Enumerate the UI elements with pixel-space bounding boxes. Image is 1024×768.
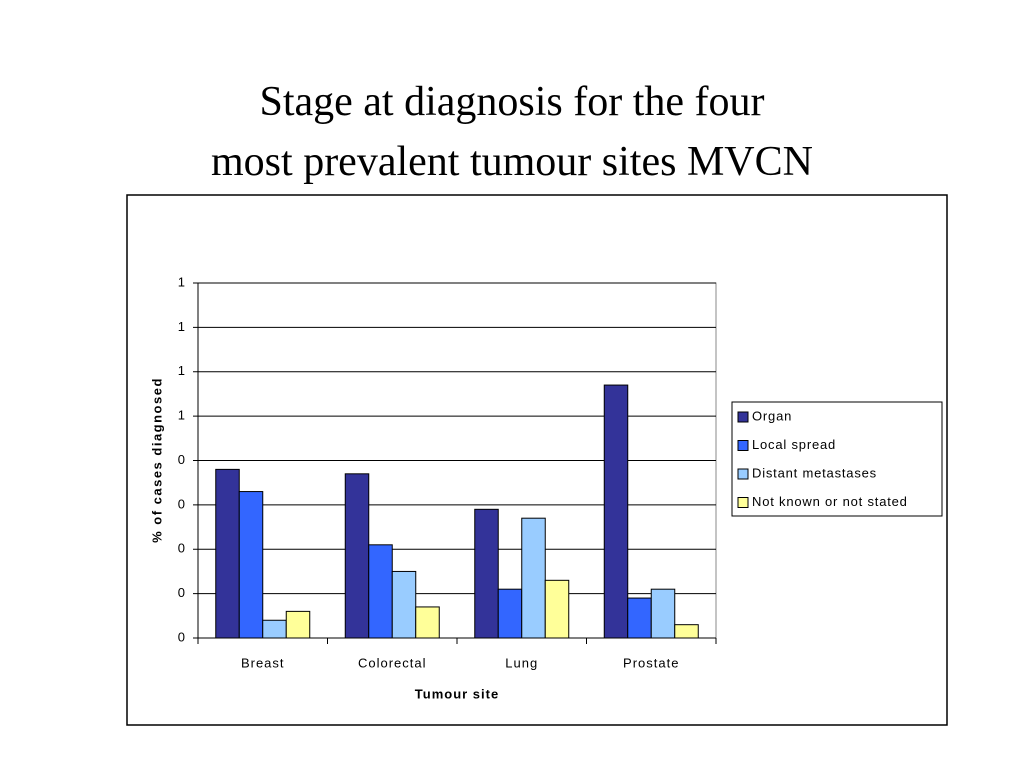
- bar: [674, 624, 699, 639]
- bar: [521, 517, 546, 639]
- bar: [368, 544, 393, 639]
- bar: [238, 491, 264, 639]
- y-tick-label: 0: [178, 496, 185, 511]
- bar: [603, 384, 629, 639]
- y-tick-label: 1: [178, 363, 185, 378]
- y-tick-label: 0: [178, 452, 185, 467]
- bar: [474, 508, 499, 639]
- x-axis-label: Tumour site: [415, 686, 499, 701]
- bar: [285, 610, 311, 639]
- legend-label: Local spread: [752, 437, 836, 452]
- x-tick-label: Colorectal: [358, 655, 427, 670]
- legend-swatch: [737, 468, 749, 480]
- legend-swatch: [737, 440, 749, 451]
- y-axis-label: % of cases diagnosed: [149, 377, 164, 543]
- legend-label: Distant metastases: [752, 465, 877, 480]
- chart-title: Stage at diagnosis for the four most prev…: [211, 79, 813, 185]
- bar: [544, 579, 570, 639]
- bar: [497, 588, 523, 639]
- legend-swatch: [737, 497, 749, 508]
- x-tick-label: Breast: [241, 655, 285, 670]
- legend-frame: [731, 401, 943, 517]
- legend-label: Not known or not stated: [752, 494, 908, 509]
- bar: [215, 468, 240, 639]
- y-tick-label: 1: [178, 319, 185, 334]
- y-tick-label: 1: [178, 408, 185, 423]
- legend: Organ Local spread Distant metastases Not k…: [731, 401, 943, 517]
- legend-label: Organ: [752, 408, 792, 423]
- y-tick-label: 1: [178, 274, 185, 289]
- y-tick-label: 0: [178, 585, 185, 600]
- x-tick-label: Lung: [505, 655, 538, 670]
- legend-swatch: [737, 411, 749, 423]
- bar: [262, 619, 287, 639]
- y-tick-label: 0: [178, 541, 185, 556]
- bar: [391, 570, 417, 639]
- x-tick-label: Prostate: [623, 655, 679, 670]
- bar: [650, 588, 676, 639]
- bar: [627, 597, 652, 639]
- bar: [344, 473, 370, 639]
- bar: [415, 606, 440, 639]
- y-tick-label: 0: [178, 629, 185, 644]
